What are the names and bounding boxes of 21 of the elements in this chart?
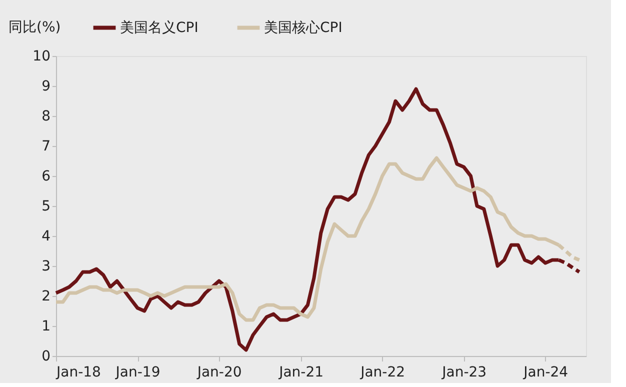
y-tick-label: 9 — [42, 78, 50, 94]
x-tick-label: Jan-19 — [114, 364, 160, 380]
legend-label: 美国名义CPI — [120, 20, 198, 36]
x-tick-label: Jan-21 — [278, 364, 324, 380]
y-tick-label: 5 — [42, 198, 50, 214]
x-tick-label: Jan-22 — [360, 364, 406, 380]
y-tick-label: 8 — [42, 108, 50, 124]
y-axis-title: 同比(%) — [8, 20, 61, 36]
y-tick-label: 10 — [32, 48, 50, 64]
y-tick-label: 0 — [42, 348, 50, 364]
legend-label: 美国核心CPI — [264, 20, 342, 36]
y-tick-label: 2 — [42, 288, 50, 304]
y-tick-label: 1 — [42, 318, 50, 334]
y-tick-label: 3 — [42, 258, 50, 274]
x-tick-label: Jan-20 — [196, 364, 242, 380]
y-tick-label: 6 — [42, 168, 51, 184]
y-tick-label: 7 — [42, 138, 50, 154]
y-tick-label: 4 — [42, 228, 51, 244]
x-tick-label: Jan-24 — [522, 364, 568, 380]
x-tick-label: Jan-23 — [441, 364, 487, 380]
x-tick-label: Jan-18 — [56, 364, 101, 380]
